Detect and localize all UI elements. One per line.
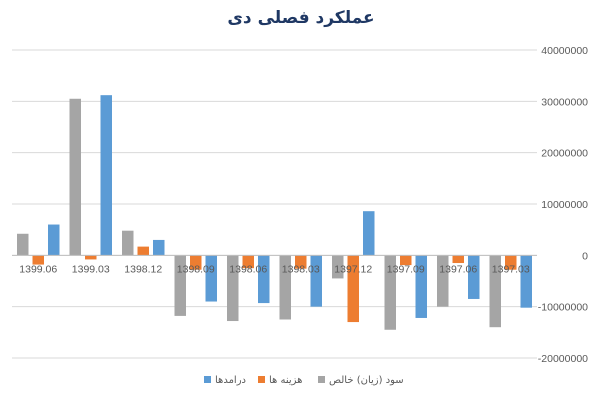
bar bbox=[205, 255, 217, 302]
legend-swatch bbox=[204, 376, 211, 383]
x-category-label: 1398.06 bbox=[229, 263, 267, 275]
bar bbox=[190, 255, 202, 270]
bar bbox=[137, 246, 149, 256]
y-tick-label: -20000000 bbox=[538, 353, 588, 365]
bar bbox=[48, 224, 60, 256]
bar bbox=[279, 255, 291, 320]
bar bbox=[310, 255, 322, 307]
y-tick-label: 40000000 bbox=[541, 45, 588, 57]
bar bbox=[363, 211, 375, 256]
bar bbox=[227, 255, 239, 322]
x-category-label: 1397.03 bbox=[492, 263, 530, 275]
bar bbox=[100, 95, 112, 256]
bar bbox=[415, 255, 427, 318]
x-category-label: 1399.06 bbox=[19, 263, 57, 275]
bar bbox=[295, 255, 307, 269]
bar bbox=[69, 98, 81, 256]
chart-title: عملکرد فصلی دی bbox=[227, 8, 375, 28]
x-category-label: 1399.03 bbox=[72, 263, 110, 275]
legend-swatch bbox=[258, 376, 265, 383]
bar bbox=[17, 233, 29, 256]
bar bbox=[384, 255, 396, 330]
bar bbox=[153, 239, 165, 256]
bar bbox=[258, 255, 270, 304]
bar bbox=[347, 255, 359, 323]
bar bbox=[122, 230, 134, 256]
bar bbox=[174, 255, 186, 316]
x-category-label: 1398.09 bbox=[177, 263, 215, 275]
legend-swatch bbox=[318, 376, 325, 383]
y-tick-label: 30000000 bbox=[541, 96, 588, 108]
bar bbox=[437, 255, 449, 307]
bar bbox=[32, 255, 44, 265]
x-category-label: 1398.03 bbox=[282, 263, 320, 275]
bar bbox=[520, 255, 532, 308]
bar bbox=[489, 255, 501, 328]
legend-label: هزینه ها bbox=[269, 375, 302, 386]
y-tick-label: 10000000 bbox=[541, 199, 588, 211]
bar bbox=[242, 255, 254, 269]
y-tick-label: 20000000 bbox=[541, 148, 588, 160]
y-tick-label: -10000000 bbox=[538, 302, 588, 314]
x-category-label: 1397.09 bbox=[387, 263, 425, 275]
y-tick-label: 0 bbox=[582, 250, 588, 262]
bar bbox=[452, 255, 464, 264]
bar bbox=[505, 255, 517, 270]
legend-label: سود (زیان) خالص bbox=[329, 375, 404, 386]
bar bbox=[400, 255, 412, 266]
bar bbox=[85, 255, 97, 260]
legend-label: درامدها bbox=[215, 375, 246, 386]
x-category-label: 1397.12 bbox=[334, 263, 372, 275]
bar bbox=[468, 255, 480, 299]
bar bbox=[332, 255, 344, 279]
x-category-label: 1398.12 bbox=[124, 263, 162, 275]
x-category-label: 1397.06 bbox=[439, 263, 477, 275]
